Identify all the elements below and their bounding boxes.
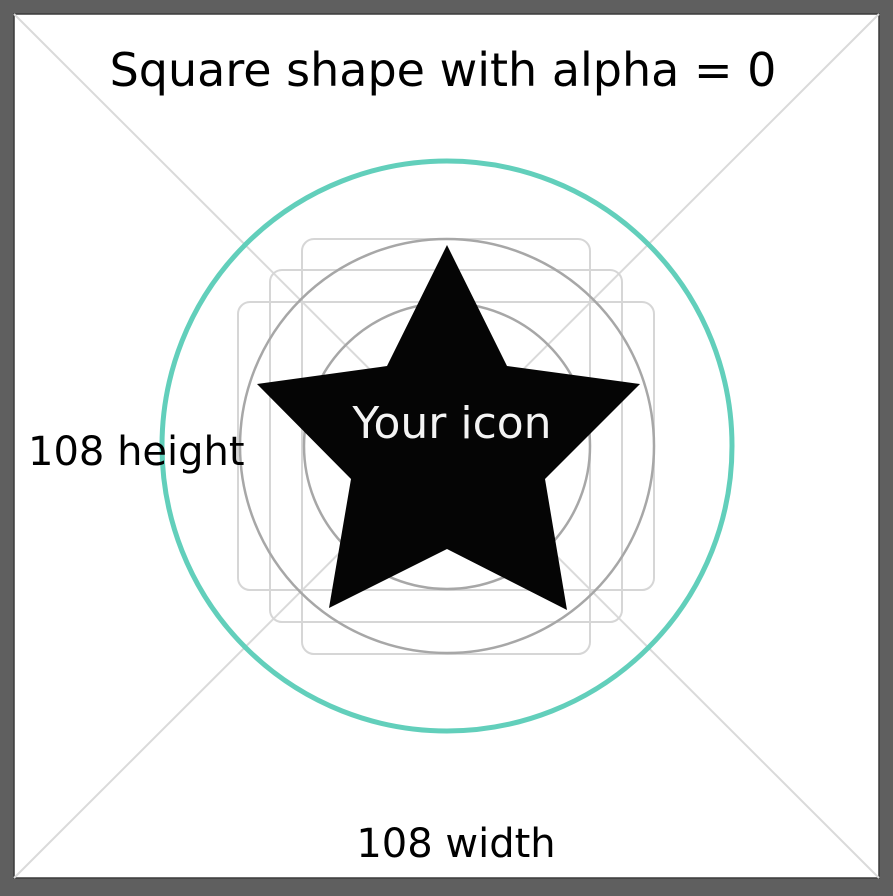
star-icon	[257, 245, 640, 610]
safe-zone-circle	[159, 158, 735, 734]
height-label: 108 height	[28, 429, 245, 475]
width-label: 108 width	[356, 821, 555, 867]
keyline-outer-circle	[238, 237, 656, 655]
diagram-title: Square shape with alpha = 0	[110, 43, 777, 97]
icon-label: Your icon	[351, 398, 551, 449]
